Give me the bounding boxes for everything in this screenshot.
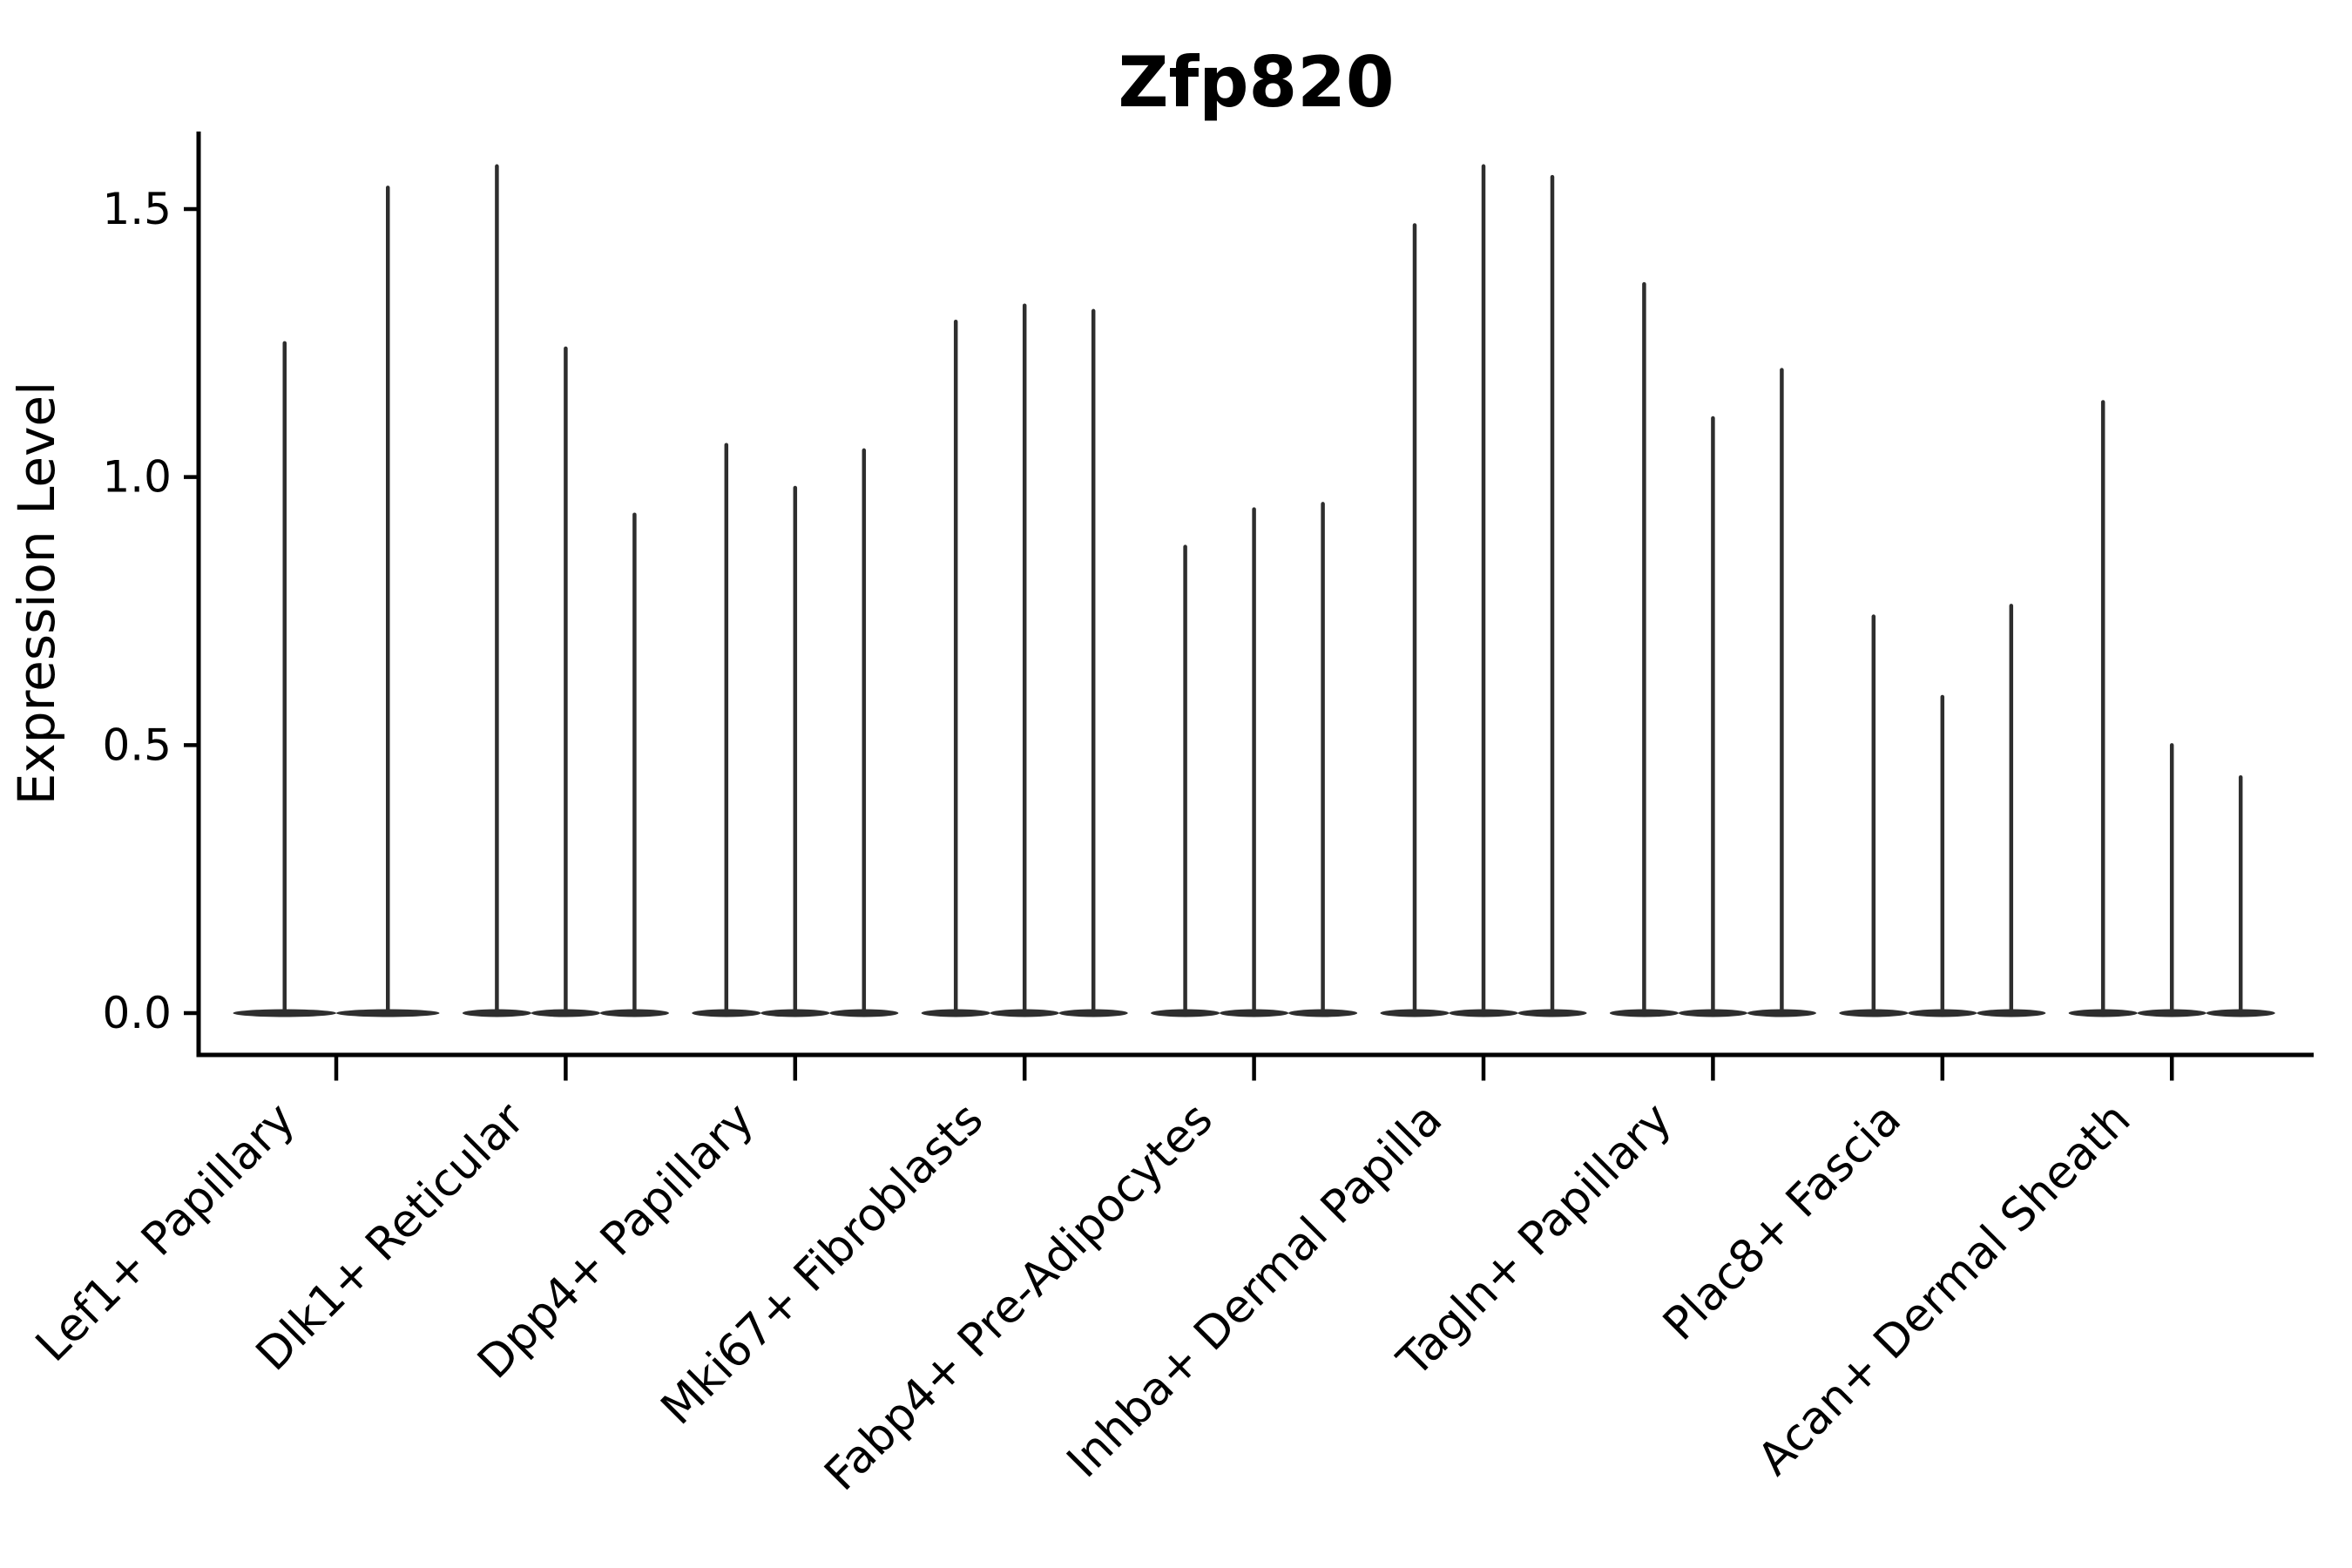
violin-group xyxy=(462,164,669,1017)
violin-series xyxy=(233,164,2275,1017)
x-tick-label: Fabp4+ Pre-Adipocytes xyxy=(814,1093,1222,1501)
violin-group xyxy=(2068,400,2275,1017)
violin-group xyxy=(692,443,899,1017)
chart-title: Zfp820 xyxy=(1118,42,1394,123)
violin-group xyxy=(1380,164,1587,1017)
violin-group xyxy=(921,303,1128,1017)
y-axis-ticks: 0.0 0.5 1.0 1.5 xyxy=(102,184,199,1038)
y-axis-label: Expression Level xyxy=(7,382,66,805)
violin-group xyxy=(1839,604,2046,1017)
x-tick-label: Acan+ Dermal Sheath xyxy=(1748,1093,2141,1486)
y-tick-label: 1.0 xyxy=(102,452,172,503)
y-tick-label: 0.0 xyxy=(102,988,172,1038)
y-tick-label: 1.5 xyxy=(102,184,172,234)
violin-group xyxy=(233,186,440,1017)
x-tick-label: Plac8+ Fascia xyxy=(1653,1093,1911,1351)
violin-group xyxy=(1151,502,1358,1017)
y-tick-label: 0.5 xyxy=(102,720,172,770)
x-tick-label: Inhba+ Dermal Papilla xyxy=(1058,1093,1452,1488)
violin-group xyxy=(1609,281,1816,1017)
